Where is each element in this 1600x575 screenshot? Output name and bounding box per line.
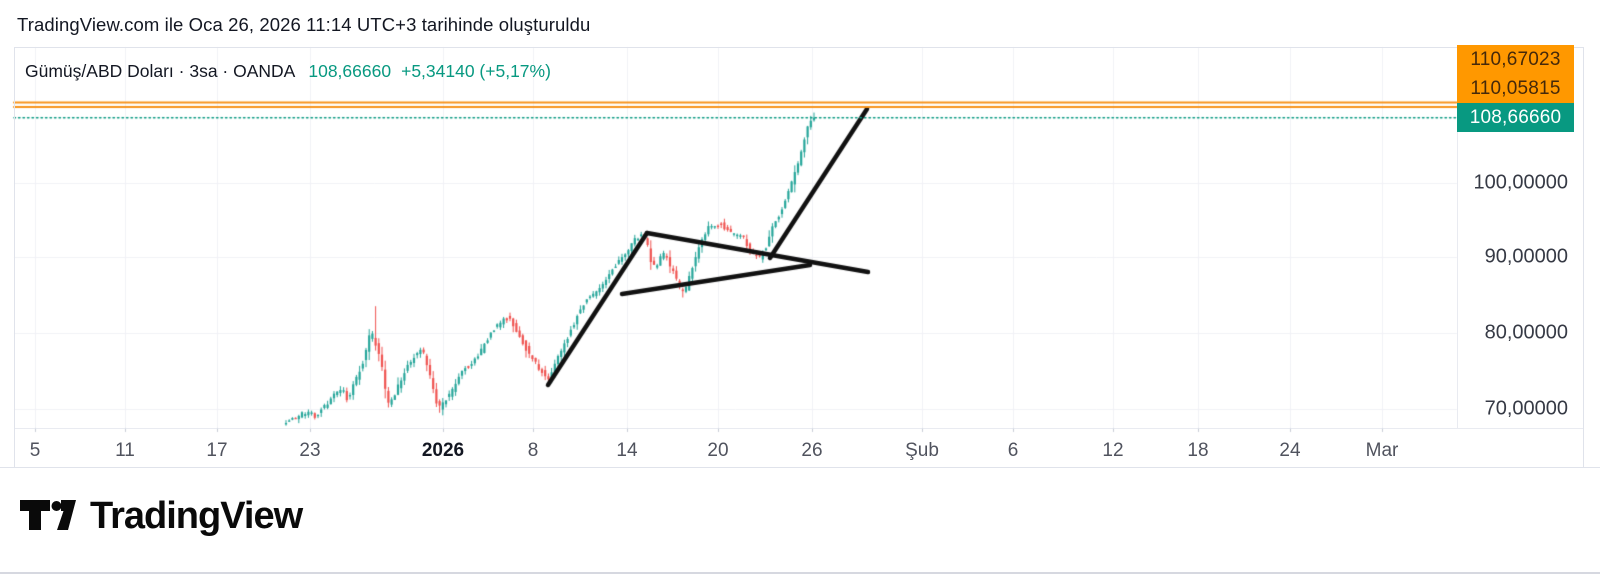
time-axis-tick: Mar	[1365, 440, 1399, 461]
time-axis-tick: 2026	[421, 440, 465, 461]
price-scale-border	[1457, 47, 1458, 428]
time-axis-tick: 6	[1007, 440, 1019, 461]
tradingview-wordmark: TradingView	[90, 495, 303, 537]
time-axis-tick: 20	[707, 440, 729, 461]
tradingview-logo-icon	[20, 499, 76, 534]
time-scale-border	[14, 428, 1583, 429]
alert-level-label: 110,05815	[1457, 74, 1574, 103]
time-axis-tick: 17	[206, 440, 228, 461]
pane-left-border	[14, 47, 15, 468]
alert-level-label: 110,67023	[1457, 45, 1574, 74]
chart-legend: Gümüş/ABD Doları · 3sa · OANDA 108,66660 +…	[25, 61, 551, 82]
price-axis-tick: 80,00000	[1484, 321, 1568, 344]
symbol-title: Gümüş/ABD Doları · 3sa · OANDA	[25, 61, 296, 81]
time-axis-tick: 24	[1279, 440, 1301, 461]
price-axis-tick: 70,00000	[1484, 397, 1568, 420]
time-axis-tick: 12	[1102, 440, 1124, 461]
time-axis-tick: 18	[1187, 440, 1209, 461]
time-axis-tick: 23	[299, 440, 321, 461]
pane-right-border	[1583, 47, 1584, 468]
time-axis-tick: 26	[801, 440, 823, 461]
time-axis-tick: 8	[527, 440, 539, 461]
page-bottom-border	[0, 572, 1600, 574]
current-price-label: 108,66660	[1457, 103, 1574, 132]
time-axis-tick: 14	[616, 440, 638, 461]
price-axis-tick: 100,00000	[1473, 171, 1568, 194]
pane-top-border	[14, 47, 1583, 48]
footer-separator	[0, 467, 1600, 468]
time-axis-tick: 11	[115, 440, 135, 461]
last-price-value: 108,66660	[308, 61, 392, 81]
time-axis-tick: 5	[29, 440, 41, 461]
price-change-value: +5,34140 (+5,17%)	[401, 61, 551, 81]
attribution-text: TradingView.com ile Oca 26, 2026 11:14 U…	[17, 14, 591, 35]
tradingview-logo[interactable]: TradingView	[20, 495, 303, 538]
time-axis-tick: Şub	[905, 440, 939, 461]
price-axis-tick: 90,00000	[1484, 245, 1568, 268]
